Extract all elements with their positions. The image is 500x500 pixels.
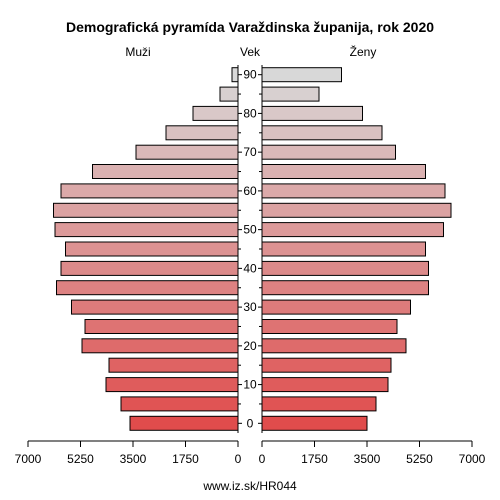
age-tick-label: 20 [243,339,257,353]
female-bar-40-44 [261,260,429,276]
female-bar-25-29 [261,319,398,334]
age-tick-label: 40 [243,261,257,275]
right-x-tick-label: 0 [259,452,266,466]
right-label: Ženy [350,44,377,59]
female-bar-90+ [261,67,342,83]
female-bar-5-9 [261,396,377,412]
male-bar-30-34 [71,299,239,315]
male-bar-55-59 [53,202,239,218]
female-bar-10-14 [261,377,389,393]
female-bar-75-79 [261,125,383,141]
female-bar-45-49 [261,241,426,257]
male-bar-70-74 [135,144,239,160]
male-bar-20-24 [81,338,239,354]
left-x-tick-label: 1750 [172,452,199,466]
male-bar-45-49 [65,241,239,257]
age-axis: 0 10 20 30 40 50 60 70 80 90 [237,65,263,433]
center-label: Vek [240,45,261,59]
female-bar-65-69 [261,164,426,179]
age-tick-label: 90 [243,68,257,82]
age-tick-label: 50 [243,223,257,237]
male-bar-40-44 [60,260,239,276]
left-x-tick-label: 3500 [120,452,147,466]
footer-source: www.iz.sk/HR044 [202,479,297,493]
female-bar-35-39 [261,280,429,296]
male-bar-90+ [231,67,239,83]
female-bars [261,67,452,431]
male-bar-50-54 [54,222,239,238]
female-bar-15-19 [261,357,392,373]
right-x-tick-label: 5250 [406,452,433,466]
male-bar-0-4 [129,415,239,431]
age-tick-label: 70 [243,145,257,159]
female-bar-20-24 [261,338,407,354]
male-bar-85-89 [219,86,239,102]
age-tick-label: 80 [243,106,257,120]
x-axis: 7000 5250 3500 1750 0 0 1750 3500 5250 7000 [15,440,486,466]
female-bar-50-54 [261,222,444,238]
female-bar-0-4 [261,415,368,431]
female-bar-80-84 [261,105,363,121]
female-bar-55-59 [261,202,452,218]
right-x-tick-label: 7000 [459,452,486,466]
male-bar-65-69 [92,164,239,179]
female-bar-70-74 [261,144,396,160]
right-x-tick-label: 3500 [354,452,381,466]
male-bar-10-14 [105,377,239,393]
age-tick-label: 0 [247,416,254,430]
female-bar-60-64 [261,183,446,199]
right-x-tick-label: 1750 [301,452,328,466]
female-bar-30-34 [261,299,411,315]
male-bar-75-79 [165,125,239,141]
age-tick-label: 30 [243,300,257,314]
male-bar-35-39 [56,280,239,296]
male-bar-60-64 [60,183,239,199]
male-bars [53,67,239,431]
female-bar-85-89 [261,86,320,102]
male-bar-80-84 [192,105,239,121]
left-x-tick-label: 7000 [15,452,42,466]
left-label: Muži [125,45,150,59]
male-bar-5-9 [120,396,239,412]
left-x-tick-label: 5250 [67,452,94,466]
male-bar-15-19 [108,357,239,373]
age-tick-label: 60 [243,184,257,198]
chart-title: Demografická pyramída Varaždinska župani… [66,19,434,35]
age-tick-label: 10 [243,378,257,392]
left-x-tick-label: 0 [235,452,242,466]
male-bar-25-29 [84,319,239,334]
